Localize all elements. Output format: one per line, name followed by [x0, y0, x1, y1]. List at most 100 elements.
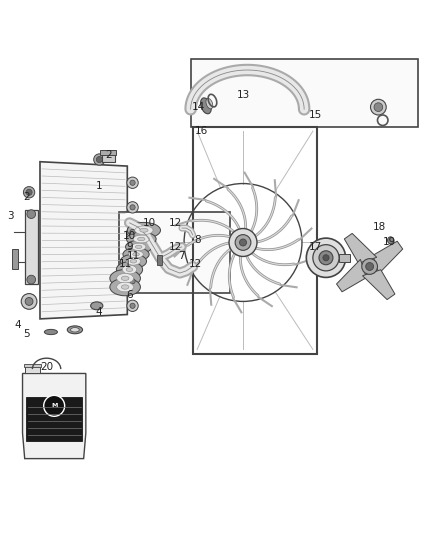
- Ellipse shape: [121, 276, 129, 280]
- Ellipse shape: [133, 253, 139, 256]
- Circle shape: [371, 99, 386, 115]
- Circle shape: [127, 300, 138, 311]
- Circle shape: [235, 235, 251, 251]
- Circle shape: [27, 210, 35, 219]
- Bar: [24, 364, 41, 367]
- Text: 8: 8: [194, 235, 201, 245]
- Circle shape: [130, 279, 135, 284]
- Polygon shape: [336, 260, 366, 292]
- Text: 19: 19: [383, 238, 396, 247]
- Text: 10: 10: [143, 218, 155, 228]
- Bar: [26, 397, 82, 441]
- Ellipse shape: [127, 222, 160, 238]
- Ellipse shape: [122, 265, 137, 274]
- Text: 4: 4: [95, 308, 102, 317]
- Text: 9: 9: [126, 242, 133, 252]
- Text: 2: 2: [106, 150, 112, 160]
- Circle shape: [94, 154, 105, 165]
- Ellipse shape: [110, 270, 141, 287]
- Text: 16: 16: [195, 126, 208, 136]
- Text: 10: 10: [123, 231, 136, 241]
- Text: 4: 4: [15, 320, 21, 330]
- Text: 13: 13: [237, 91, 250, 100]
- Bar: [339, 254, 350, 262]
- Ellipse shape: [129, 251, 143, 258]
- Ellipse shape: [135, 245, 142, 248]
- Ellipse shape: [117, 282, 134, 292]
- Text: 11: 11: [119, 260, 132, 269]
- Bar: [119, 212, 230, 293]
- Bar: [25, 366, 40, 374]
- Circle shape: [130, 205, 135, 210]
- Bar: [193, 127, 317, 354]
- Circle shape: [44, 395, 65, 416]
- Polygon shape: [373, 241, 403, 273]
- Circle shape: [366, 263, 374, 270]
- Polygon shape: [22, 374, 86, 458]
- Text: 17: 17: [308, 242, 321, 252]
- Ellipse shape: [138, 237, 145, 241]
- Circle shape: [362, 259, 378, 274]
- Text: 14: 14: [192, 102, 205, 112]
- Circle shape: [130, 180, 135, 185]
- Circle shape: [130, 229, 135, 235]
- Text: M: M: [51, 403, 57, 408]
- Text: 18: 18: [373, 222, 386, 232]
- Polygon shape: [25, 210, 38, 284]
- Circle shape: [323, 255, 329, 261]
- Polygon shape: [363, 270, 395, 300]
- Ellipse shape: [110, 278, 141, 296]
- Bar: [100, 150, 116, 155]
- Polygon shape: [40, 161, 127, 319]
- Text: 5: 5: [24, 329, 30, 339]
- Bar: [191, 59, 418, 127]
- Circle shape: [26, 189, 32, 195]
- Circle shape: [23, 187, 35, 198]
- Polygon shape: [344, 233, 377, 263]
- Circle shape: [130, 254, 135, 259]
- Circle shape: [96, 157, 102, 163]
- Text: 11: 11: [127, 251, 141, 261]
- Ellipse shape: [140, 228, 148, 232]
- Circle shape: [127, 227, 138, 238]
- Circle shape: [127, 201, 138, 213]
- Ellipse shape: [127, 232, 156, 246]
- Ellipse shape: [123, 248, 149, 261]
- Circle shape: [130, 303, 135, 309]
- Ellipse shape: [131, 243, 146, 251]
- Text: 3: 3: [7, 211, 14, 221]
- Circle shape: [127, 177, 138, 189]
- Ellipse shape: [206, 99, 213, 109]
- Circle shape: [127, 251, 138, 262]
- Circle shape: [127, 276, 138, 287]
- Circle shape: [313, 245, 339, 271]
- Text: 15: 15: [308, 110, 321, 119]
- Ellipse shape: [201, 98, 211, 114]
- Ellipse shape: [126, 257, 141, 265]
- Ellipse shape: [67, 326, 82, 334]
- Ellipse shape: [388, 237, 394, 244]
- Ellipse shape: [121, 285, 129, 289]
- Text: 12: 12: [188, 260, 201, 269]
- Text: 1: 1: [95, 181, 102, 191]
- Circle shape: [27, 275, 35, 284]
- Ellipse shape: [133, 235, 149, 243]
- Ellipse shape: [135, 226, 153, 235]
- Ellipse shape: [130, 260, 137, 263]
- Ellipse shape: [71, 328, 79, 332]
- Ellipse shape: [117, 262, 143, 277]
- Bar: [12, 249, 18, 269]
- Bar: [102, 153, 115, 161]
- Text: 2: 2: [24, 192, 30, 201]
- Ellipse shape: [120, 254, 147, 268]
- Text: 12: 12: [169, 218, 182, 228]
- Ellipse shape: [117, 273, 134, 283]
- Ellipse shape: [126, 240, 152, 253]
- Circle shape: [229, 229, 257, 256]
- Text: 20: 20: [40, 362, 53, 372]
- Circle shape: [374, 103, 383, 111]
- Text: 6: 6: [126, 290, 133, 300]
- Circle shape: [306, 238, 346, 277]
- Ellipse shape: [126, 268, 133, 271]
- Bar: [156, 255, 162, 265]
